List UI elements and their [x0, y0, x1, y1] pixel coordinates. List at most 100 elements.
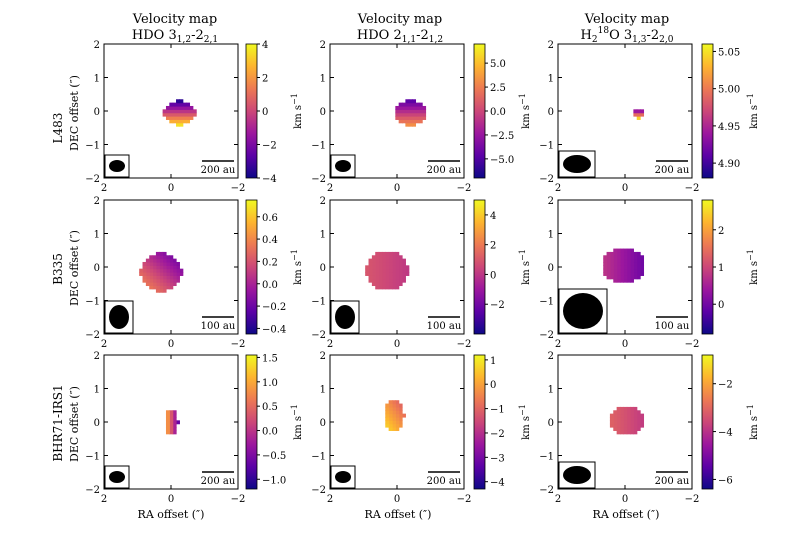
map-pixel: [155, 275, 160, 280]
map-pixel: [633, 265, 638, 270]
row-labels: L483 DEC offset (″) B335 DEC offset (″) …: [51, 75, 81, 462]
map-pixel: [152, 258, 157, 263]
map-pixel: [636, 255, 641, 260]
map-pixel: [395, 109, 400, 114]
map-pixel: [636, 251, 641, 256]
map-pixel: [603, 272, 608, 276]
map-pixel: [398, 109, 403, 114]
map-pixel: [619, 251, 624, 256]
velocity-blob: [395, 99, 427, 127]
col-title-2-line1: Velocity map: [357, 12, 442, 27]
y-tick-label: 2: [548, 40, 554, 51]
map-pixel: [630, 430, 634, 435]
map-pixel: [616, 255, 621, 260]
map-pixel: [388, 427, 393, 431]
map-pixel: [636, 423, 641, 428]
map-pixel: [630, 265, 634, 270]
map-pixel: [630, 420, 634, 425]
map-pixel: [176, 420, 180, 425]
scale-bar-label: 200 au: [655, 476, 690, 487]
map-pixel: [162, 261, 167, 266]
map-pixel: [418, 109, 423, 114]
map-pixel: [378, 265, 383, 270]
map-pixel: [619, 413, 624, 418]
map-pixel: [381, 278, 386, 283]
map-pixel: [169, 410, 174, 415]
map-pixel: [636, 258, 641, 263]
colorbar-tick-label: −6: [718, 475, 733, 486]
map-pixel: [626, 423, 631, 428]
map-pixel: [616, 430, 621, 435]
map-pixel: [388, 416, 393, 421]
map-pixel: [381, 265, 386, 270]
row-dec-label-2: DEC offset (″): [68, 230, 81, 306]
map-pixel: [398, 102, 403, 107]
colorbar-tick-label: 4.95: [718, 122, 740, 133]
map-pixel: [165, 427, 170, 431]
colorbar-tick-label: 2.5: [490, 83, 506, 94]
velocity-blob: [603, 248, 645, 283]
y-tick-label: −1: [311, 141, 326, 152]
map-pixel: [388, 400, 393, 405]
map-pixel: [636, 413, 641, 418]
map-pixel: [412, 122, 417, 127]
map-pixel: [418, 105, 423, 110]
map-pixel: [378, 282, 383, 287]
map-pixel: [606, 251, 611, 256]
colorbar-tick-label: −3: [490, 453, 505, 464]
colorbar: [473, 199, 486, 335]
map-pixel: [398, 261, 403, 266]
map-pixel: [169, 258, 174, 263]
map-pixel: [368, 265, 373, 270]
map-pixel: [176, 122, 180, 127]
map-pixel: [405, 116, 410, 120]
map-pixel: [155, 268, 160, 273]
map-pixel: [613, 251, 618, 256]
map-pixel: [149, 258, 154, 263]
y-tick-label: −2: [311, 174, 326, 185]
y-tick-label: −1: [539, 452, 554, 463]
map-pixel: [408, 122, 413, 127]
map-pixel: [633, 423, 638, 428]
map-pixel: [395, 420, 400, 425]
map-pixel: [385, 255, 390, 260]
map-pixel: [179, 112, 184, 117]
x-tick-label: 0: [168, 339, 174, 350]
map-pixel: [623, 427, 628, 431]
colorbar-tick-label: −1: [490, 405, 505, 416]
y-tick-label: −2: [311, 330, 326, 341]
col-title-2-line2: HDO 21,1-21,2: [357, 28, 443, 45]
map-pixel: [385, 258, 390, 263]
map-pixel: [159, 265, 164, 270]
x-tick-label: 0: [168, 183, 174, 194]
map-pixel: [626, 258, 631, 263]
y-tick-label: 0: [548, 418, 554, 429]
map-pixel: [391, 278, 396, 283]
map-pixel: [623, 413, 628, 418]
colorbar-label: km s−1: [518, 404, 532, 440]
map-pixel: [636, 265, 641, 270]
map-pixel: [368, 261, 373, 266]
map-pixel: [412, 112, 417, 117]
map-pixel: [398, 112, 403, 117]
map-pixel: [165, 285, 170, 290]
map-pixel: [378, 285, 383, 290]
map-pixel: [613, 420, 618, 425]
scale-bar-label: 200 au: [201, 165, 236, 176]
map-pixel: [402, 105, 406, 110]
y-tick-label: 1: [94, 230, 100, 241]
map-pixel: [388, 406, 393, 411]
y-tick-label: 0: [548, 263, 554, 274]
map-pixel: [405, 109, 410, 114]
map-pixel: [633, 112, 638, 117]
map-pixel: [162, 112, 167, 117]
map-pixel: [630, 248, 634, 253]
map-pixel: [162, 288, 167, 293]
map-pixel: [619, 406, 624, 411]
map-pixel: [402, 268, 406, 273]
map-pixel: [162, 282, 167, 287]
map-pixel: [398, 413, 403, 418]
